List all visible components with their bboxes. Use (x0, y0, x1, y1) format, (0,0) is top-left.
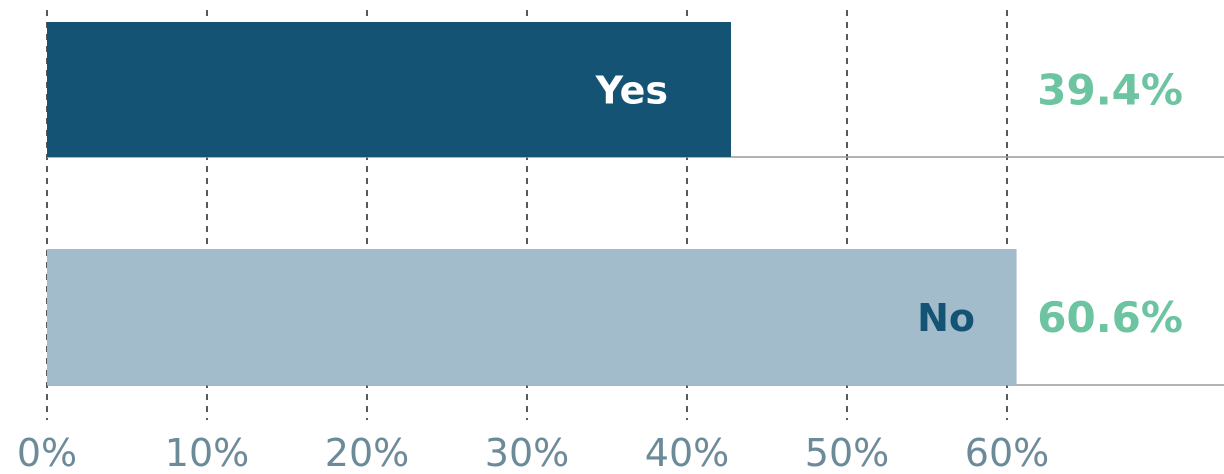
x-tick-label-1: 10% (165, 431, 249, 474)
x-tick-label-5: 50% (805, 431, 889, 474)
bar-yes (47, 22, 731, 157)
value-label-yes: 39.4% (1037, 66, 1183, 115)
bar-labels: Yes 39.4% No 60.6% (595, 66, 1183, 343)
x-tick-label-4: 40% (645, 431, 729, 474)
x-axis-ticks: 0% 10% 20% 30% 40% 50% 60% (17, 431, 1049, 474)
x-tick-label-6: 60% (965, 431, 1049, 474)
value-label-no: 60.6% (1037, 293, 1183, 342)
x-tick-label-2: 20% (325, 431, 409, 474)
x-tick-label-0: 0% (17, 431, 77, 474)
category-label-no: No (917, 296, 975, 340)
bar-no (47, 249, 1017, 385)
x-tick-label-3: 30% (485, 431, 569, 474)
category-label-yes: Yes (595, 69, 668, 113)
bars (47, 22, 1017, 385)
